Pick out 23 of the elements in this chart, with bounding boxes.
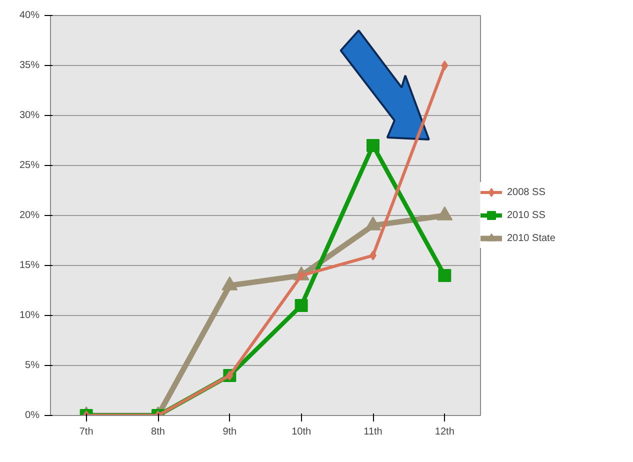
point	[365, 216, 381, 230]
y-tick-label: 15%	[19, 260, 40, 271]
legend-label: 2010 State	[507, 232, 556, 244]
point	[366, 139, 380, 152]
y-tick-label: 25%	[19, 160, 40, 171]
x-tick-label: 8th	[151, 426, 165, 438]
legend-label: 2010 SS	[507, 210, 546, 220]
x-tick-label: 11th	[364, 426, 382, 438]
point	[436, 206, 453, 220]
point	[441, 60, 448, 70]
x-tick-label: 9th	[222, 426, 237, 438]
y-tick-label: 20%	[19, 210, 40, 221]
x-tick-label: 10th	[292, 426, 312, 438]
x-tick-label: 12th	[434, 426, 454, 438]
y-tick-label: 10%	[19, 310, 40, 321]
y-tick-label: 40%	[19, 10, 40, 21]
x-tick-label: 7th	[79, 426, 94, 438]
y-tick-label: 0%	[25, 410, 40, 421]
legend-label: 2008 SS	[507, 186, 546, 198]
y-tick-label: 35%	[19, 60, 40, 71]
y-tick-label: 30%	[19, 110, 40, 121]
y-tick-label: 5%	[25, 360, 40, 371]
point	[222, 276, 238, 290]
